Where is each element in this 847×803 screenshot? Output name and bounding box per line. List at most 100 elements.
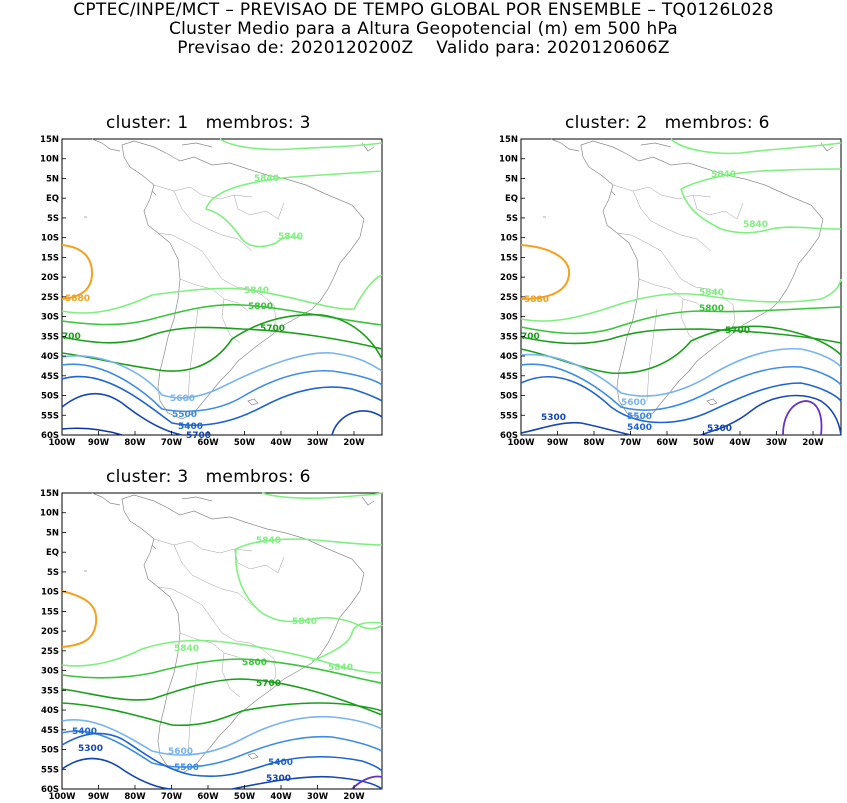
contour-5700 (61, 326, 383, 350)
label-5840: 5840 (711, 170, 736, 180)
lon-tick-label: 100W (48, 438, 76, 448)
contour-5840-equator (680, 168, 842, 190)
lat-tick-label: 5S (47, 214, 59, 224)
lat-tick-label: 60S (41, 785, 59, 795)
panel-1-title: cluster: 1 membros: 3 (106, 113, 311, 133)
label-5840: 5840 (328, 663, 353, 673)
contour-5700 (520, 328, 842, 345)
lat-tick-label: 25S (41, 293, 59, 303)
lat-tick-label: 40S (41, 706, 59, 716)
contour-5880 (61, 590, 98, 648)
contour-5880 (520, 244, 571, 300)
contour-5840-east (311, 621, 383, 662)
lat-tick-label: 50S (500, 392, 518, 402)
axes-layer: 15N10N5NEQ5S10S15S20S25S30S35S40S45S50S5… (40, 135, 824, 802)
contour-5400 (520, 375, 842, 424)
panel-3-title: cluster: 3 membros: 6 (106, 467, 311, 487)
contour-5800 (520, 306, 842, 335)
lon-tick-label: 90W (88, 792, 110, 802)
lon-tick-label: 40W (729, 438, 751, 448)
lat-tick-label: 40S (500, 352, 518, 362)
lon-tick-label: 70W (620, 438, 642, 448)
lon-tick-label: 60W (197, 438, 219, 448)
label-5600: 5600 (168, 747, 193, 757)
label-700: 700 (521, 332, 540, 342)
lat-tick-label: 5S (47, 568, 59, 578)
label-5840: 5840 (174, 644, 199, 654)
lon-tick-label: 90W (547, 438, 569, 448)
contour-5840-bulge (234, 548, 383, 630)
contour-5840-bulge (680, 188, 842, 234)
contour-5500 (61, 363, 383, 413)
lon-tick-label: 100W (48, 792, 76, 802)
lat-tick-label: 15N (40, 489, 59, 499)
contour-5600 (520, 347, 842, 397)
contour-5200 (351, 775, 383, 790)
contour-5840-north (670, 138, 842, 155)
lat-tick-label: 45S (500, 372, 518, 382)
label-5800: 5800 (248, 302, 273, 312)
label-5700: 5700 (260, 324, 285, 334)
contour-5300 (61, 757, 173, 790)
contour-5400 (61, 375, 383, 427)
contour-5840-south (61, 274, 383, 314)
lat-tick-label: 40S (41, 352, 59, 362)
label-5400: 5400 (178, 422, 203, 432)
panel-2: 5840 5840 5840 5880 5800 5700 700 5600 5… (520, 138, 842, 436)
label-5300: 5300 (78, 744, 103, 754)
label-5400: 5400 (72, 727, 97, 737)
label-5400: 5400 (268, 758, 293, 768)
map-frame (520, 138, 842, 436)
contour-5840-south (520, 278, 842, 322)
lon-tick-label: 20W (802, 438, 824, 448)
lat-tick-label: 5N (46, 174, 59, 184)
lat-tick-label: 30S (41, 313, 59, 323)
label-5880: 5880 (524, 295, 549, 305)
lat-tick-label: 30S (41, 667, 59, 677)
contour-5300-east (700, 394, 842, 436)
contour-5700-b (61, 702, 383, 727)
contour-5300-east (231, 775, 383, 790)
panel-2-title: cluster: 2 membros: 6 (565, 113, 770, 133)
label-5300: 5300 (541, 413, 566, 423)
lat-tick-label: 35S (41, 686, 59, 696)
lat-tick-label: 5N (46, 528, 59, 538)
contour-5600 (61, 715, 383, 756)
figure-subtitle: Cluster Medio para a Altura Geopotencial… (168, 19, 679, 39)
contour-5300 (520, 421, 632, 436)
lon-tick-label: 90W (88, 438, 110, 448)
lat-tick-label: 10N (40, 155, 59, 165)
lat-tick-label: 10S (500, 234, 518, 244)
lat-tick-label: 50S (41, 392, 59, 402)
contour-5300 (61, 392, 183, 436)
lat-tick-label: 60S (500, 431, 518, 441)
lon-tick-label: 60W (197, 792, 219, 802)
contour-5500 (61, 730, 383, 768)
lon-tick-label: 20W (343, 438, 365, 448)
label-5800: 5800 (242, 658, 267, 668)
lat-tick-label: 25S (41, 647, 59, 657)
label-5840: 5840 (292, 617, 317, 627)
label-5840: 5840 (278, 232, 303, 242)
label-5840: 5840 (254, 174, 279, 184)
label-5840: 5840 (256, 536, 281, 546)
lon-tick-label: 50W (234, 438, 256, 448)
lat-tick-label: 30S (500, 313, 518, 323)
contour-5200 (61, 427, 123, 436)
lat-tick-label: 15S (500, 253, 518, 263)
label-5880: 5880 (65, 294, 90, 304)
label-5500: 5500 (172, 410, 197, 420)
lat-tick-label: 55S (500, 411, 518, 421)
lat-tick-label: EQ (46, 194, 59, 204)
lat-tick-label: 25S (500, 293, 518, 303)
lon-tick-label: 30W (307, 792, 329, 802)
contour-5300-east (331, 410, 383, 436)
contour-5840-bulge (205, 208, 303, 248)
lon-tick-label: 30W (766, 438, 788, 448)
contour-5700-b (61, 313, 383, 372)
lat-tick-label: 55S (41, 765, 59, 775)
lat-tick-label: 10S (41, 588, 59, 598)
lat-tick-label: 45S (41, 372, 59, 382)
figure-title: CPTEC/INPE/MCT – PREVISAO DE TEMPO GLOBA… (73, 0, 774, 20)
